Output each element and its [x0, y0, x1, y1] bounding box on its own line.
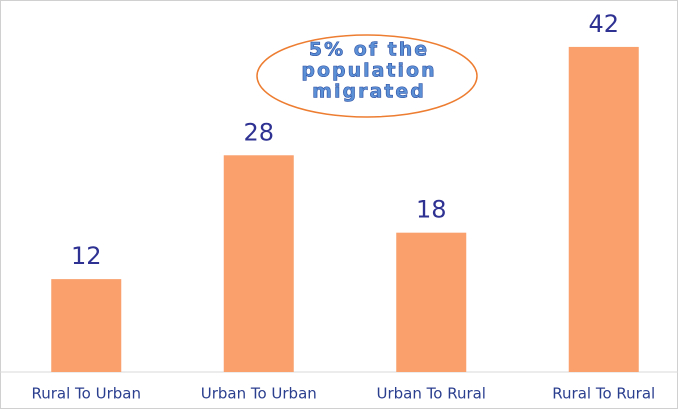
x-tick-label: Rural To Urban — [32, 385, 141, 403]
data-label: 18 — [416, 196, 447, 224]
data-label: 42 — [588, 10, 619, 38]
bar — [396, 232, 467, 372]
x-tick-label: Rural To Rural — [552, 385, 655, 403]
bar — [223, 155, 294, 372]
x-tick-label: Urban To Urban — [201, 385, 317, 403]
annotation-ellipse — [256, 34, 478, 118]
annotation: 5% of the — [309, 39, 429, 61]
bar — [51, 279, 122, 372]
bar — [568, 46, 639, 373]
data-label: 28 — [243, 118, 274, 146]
x-tick-label: Urban To Rural — [377, 385, 486, 403]
data-label: 12 — [71, 242, 102, 270]
annotation: migrated — [312, 81, 426, 103]
annotation: population — [301, 60, 436, 82]
